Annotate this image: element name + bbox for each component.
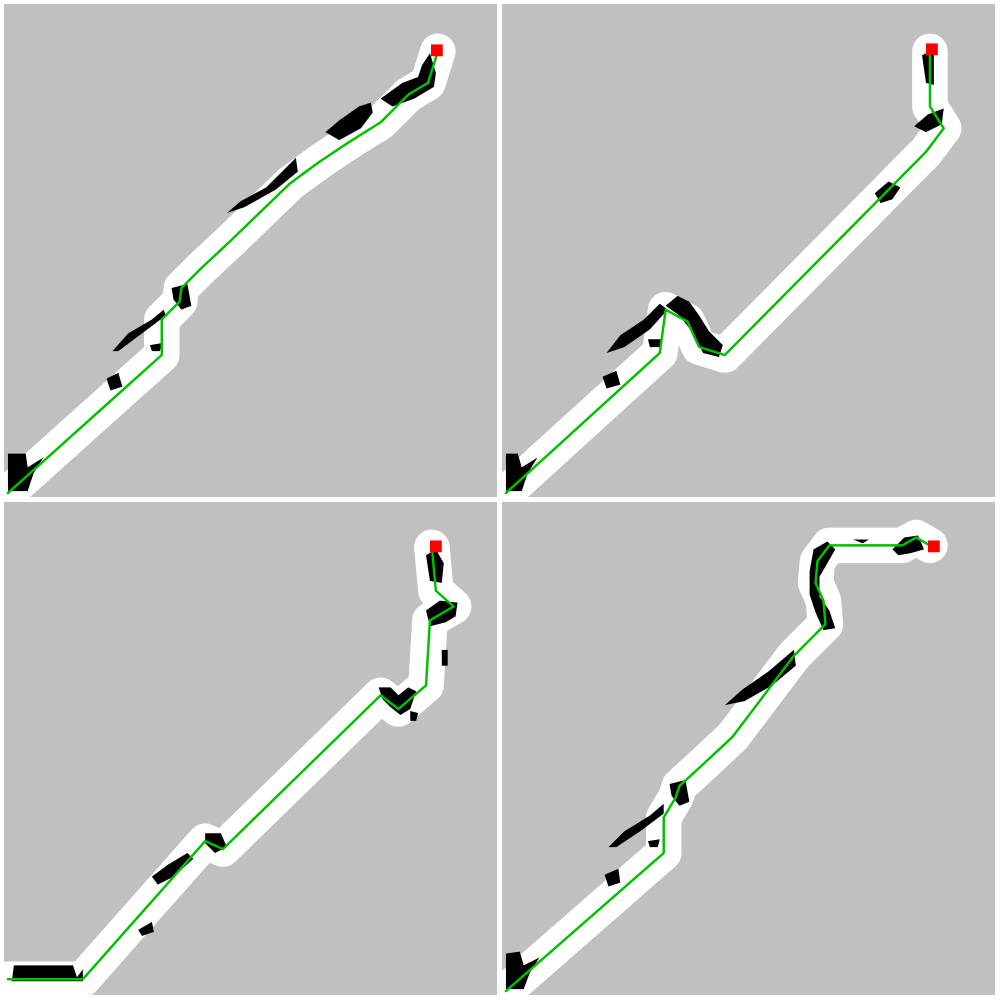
obstacle <box>665 295 723 357</box>
horizontal-divider <box>0 497 1000 502</box>
planned-path <box>504 536 932 993</box>
goal-marker <box>429 540 442 553</box>
obstacle <box>226 157 298 214</box>
obstacle <box>724 649 796 706</box>
planned-path <box>6 50 440 495</box>
panel-bottom-left <box>4 502 497 995</box>
obstacle <box>606 303 668 354</box>
obstacle <box>604 868 621 887</box>
obstacle <box>809 541 836 631</box>
panel-top-left <box>4 4 497 497</box>
obstacle <box>602 370 621 389</box>
obstacle <box>106 372 123 391</box>
obstacle <box>647 339 662 348</box>
planned-path <box>6 546 455 981</box>
obstacle <box>11 965 83 982</box>
obstacle <box>138 922 154 936</box>
panel-top-right <box>502 4 995 497</box>
obstacle <box>608 803 664 848</box>
unexplored-area <box>4 502 497 995</box>
obstacle <box>151 853 194 885</box>
planned-path <box>504 50 945 495</box>
obstacle <box>647 839 660 848</box>
obstacle <box>853 539 869 544</box>
obstacle <box>112 309 166 352</box>
obstacle <box>7 453 44 492</box>
obstacle <box>410 711 419 721</box>
obstacle <box>380 53 436 107</box>
obstacle <box>378 687 417 715</box>
obstacle <box>441 649 448 666</box>
obstacle <box>505 453 538 492</box>
goal-marker <box>430 44 443 57</box>
panel-bottom-right <box>502 502 995 995</box>
obstacle <box>426 549 444 583</box>
obstacle <box>505 951 540 990</box>
obstacle <box>892 535 925 556</box>
goal-marker <box>927 540 940 553</box>
obstacle <box>149 343 162 352</box>
goal-marker <box>925 43 938 56</box>
obstacle <box>325 102 373 141</box>
